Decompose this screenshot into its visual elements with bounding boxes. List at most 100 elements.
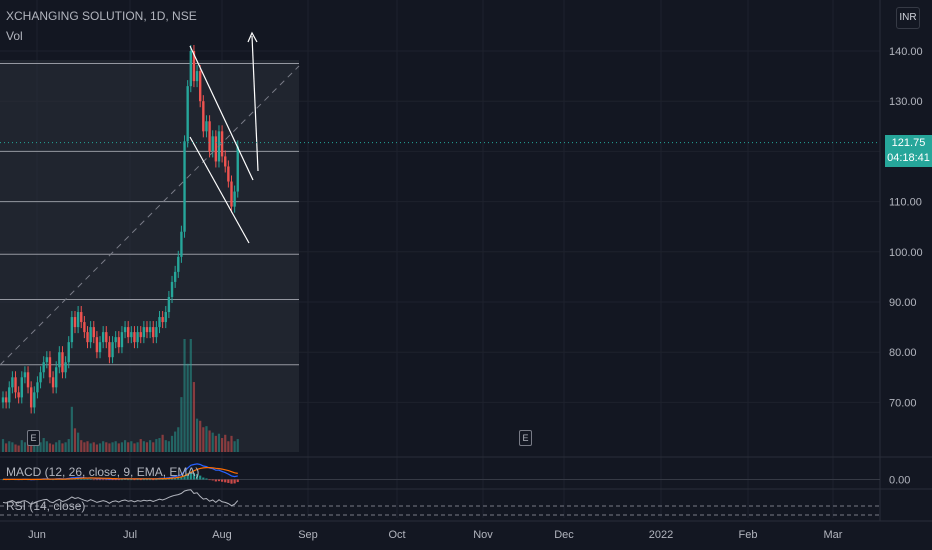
macd-histogram-bar xyxy=(102,479,105,481)
volume-bar xyxy=(95,444,98,452)
candle-body xyxy=(83,322,86,333)
volume-bar xyxy=(1,439,5,452)
volume-bar xyxy=(136,442,139,452)
macd-histogram-bar xyxy=(139,479,142,481)
price-tick-label: 80.00 xyxy=(889,347,917,359)
candle-body xyxy=(139,332,142,338)
volume-bar xyxy=(202,427,205,452)
macd-histogram-bar xyxy=(133,479,136,481)
volume-bar xyxy=(170,435,174,452)
volume-bar xyxy=(189,339,192,452)
candle-body xyxy=(155,327,158,338)
candle-body xyxy=(70,317,74,343)
macd-histogram-bar xyxy=(105,479,108,481)
volume-bar xyxy=(8,441,11,452)
candle-body xyxy=(211,136,214,152)
candle-body xyxy=(136,332,139,343)
volume-bar xyxy=(108,443,111,452)
volume-bar xyxy=(64,442,67,452)
candle-body xyxy=(161,317,164,323)
volume-bar xyxy=(195,418,199,452)
candle-body xyxy=(73,317,77,328)
macd-histogram-bar xyxy=(114,479,117,481)
volume-bar xyxy=(33,441,36,452)
target-arrow-head xyxy=(247,31,258,43)
candle-body xyxy=(26,372,30,388)
volume-bar xyxy=(139,439,142,452)
macd-histogram-bar xyxy=(89,479,92,480)
macd-histogram-bar xyxy=(199,475,202,480)
macd-histogram-bar xyxy=(83,479,86,480)
volume-bar xyxy=(111,442,114,452)
candle-body xyxy=(224,156,227,167)
candle-body xyxy=(186,86,189,142)
time-tick-label: Feb xyxy=(739,529,758,541)
macd-histogram-bar xyxy=(217,479,221,482)
candle-body xyxy=(76,312,80,328)
candle-body xyxy=(173,271,177,282)
trend-line xyxy=(0,65,300,366)
macd-histogram-bar xyxy=(117,479,120,481)
time-tick-label: Mar xyxy=(824,529,843,541)
earnings-event-icon[interactable]: E xyxy=(519,430,532,446)
volume-bar xyxy=(130,441,133,452)
candle-body xyxy=(20,377,23,398)
volume-bar xyxy=(105,442,108,452)
macd-histogram-bar xyxy=(158,479,161,480)
volume-bar xyxy=(236,439,239,452)
macd-histogram-bar xyxy=(108,479,111,481)
currency-badge[interactable]: INR xyxy=(896,7,920,29)
candle-body xyxy=(89,327,92,343)
candle-body xyxy=(4,397,8,403)
macd-histogram-bar xyxy=(205,478,208,480)
macd-histogram-bar xyxy=(155,479,158,481)
macd-histogram-bar xyxy=(145,479,149,481)
target-arrow-line xyxy=(251,35,259,172)
macd-histogram-bar xyxy=(202,477,205,480)
candle-body xyxy=(180,231,183,257)
volume-bar xyxy=(183,339,186,452)
candle-body xyxy=(8,387,11,403)
channel-lower-line xyxy=(189,136,250,244)
volume-bar xyxy=(152,442,155,452)
candle-body xyxy=(148,327,152,333)
last-price-value: 121.75 xyxy=(891,137,926,149)
time-tick-label: Sep xyxy=(298,529,318,541)
price-tick-label: 90.00 xyxy=(889,297,917,309)
macd-histogram-bar xyxy=(161,479,164,480)
price-tick-label: 100.00 xyxy=(889,247,923,259)
volume-bar xyxy=(186,363,189,452)
candle-body xyxy=(105,332,108,343)
volume-bar xyxy=(224,434,227,452)
candle-body xyxy=(45,357,49,363)
macd-histogram-bar xyxy=(130,479,133,481)
volume-bar xyxy=(48,443,52,452)
volume-bar xyxy=(92,442,95,452)
macd-legend: MACD (12, 26, close, 9, EMA, EMA) xyxy=(6,465,200,479)
volume-bar xyxy=(230,435,233,452)
volume-bar xyxy=(70,406,73,452)
candle-body xyxy=(189,51,192,87)
volume-bar xyxy=(11,442,14,452)
macd-histogram-bar xyxy=(111,479,114,481)
rsi-pane xyxy=(0,489,880,516)
price-tick-label: 70.00 xyxy=(889,397,917,409)
candle-body xyxy=(114,337,117,343)
candle-body xyxy=(230,181,233,207)
volume-bar xyxy=(80,440,83,452)
earnings-event-icon[interactable]: E xyxy=(27,430,40,446)
candle-body xyxy=(198,71,202,102)
macd-pane xyxy=(0,463,880,484)
price-tick-label: 140.00 xyxy=(889,46,923,58)
candle-body xyxy=(142,327,146,338)
candle-body xyxy=(17,392,20,398)
volume-bar xyxy=(227,441,230,452)
macd-histogram-bar xyxy=(77,478,80,480)
trend-drawings xyxy=(0,31,300,366)
volume-bar xyxy=(39,442,42,452)
candle-body xyxy=(158,317,161,328)
candle-body xyxy=(133,332,136,343)
macd-histogram-bar xyxy=(167,478,170,480)
macd-axis-label: 0.00 xyxy=(889,475,910,487)
